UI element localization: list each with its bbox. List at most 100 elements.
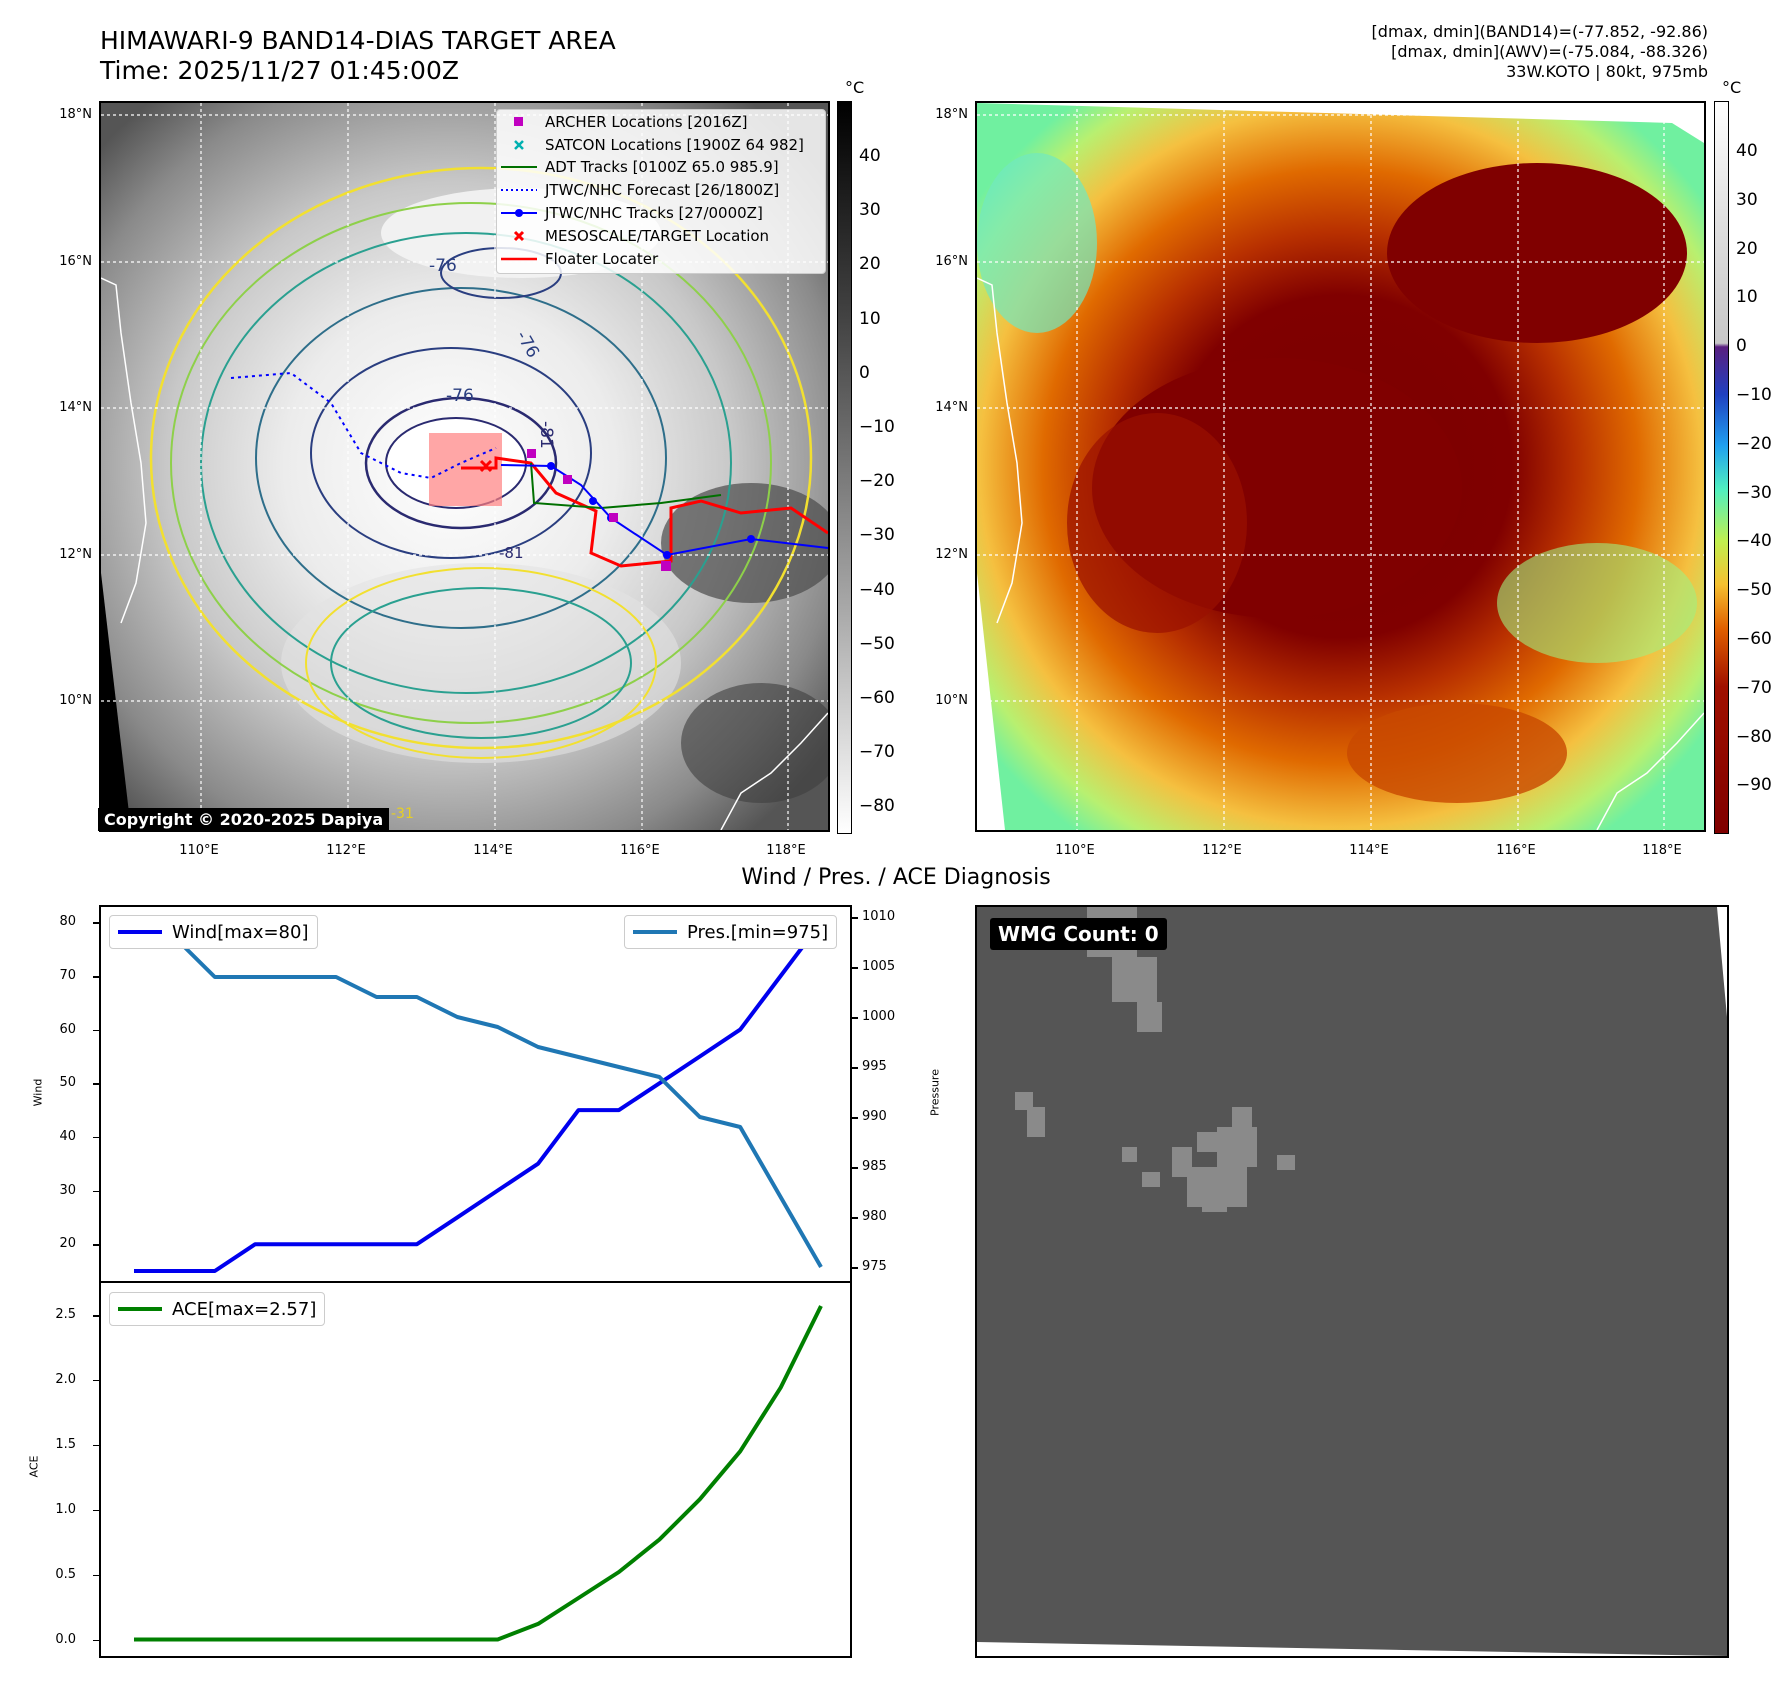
wind-tick-mark (93, 1244, 100, 1246)
wind-tick-mark (93, 1136, 100, 1139)
wind-tick-label: 60 (59, 1021, 76, 1037)
wind-tick-mark (93, 1190, 100, 1193)
pressure-tick-label: 975 (862, 1259, 887, 1274)
wind-tick-mark (93, 1029, 100, 1032)
lat-tick-label: 14°N (59, 400, 92, 415)
legend-item-forecast: JTWC/NHC Forecast [26/1800Z] (501, 181, 780, 199)
lon-tick-label: 110°E (179, 843, 219, 858)
lon-tick-label: 118°E (766, 843, 806, 858)
ace-tick-label: 0.5 (55, 1566, 76, 1582)
pressure-tick-label: 1000 (862, 1009, 896, 1024)
ace-tick-label: 0.0 (55, 1631, 76, 1647)
info-line-awv: [dmax, dmin](AWV)=(-75.084, -88.326) (1391, 42, 1708, 61)
left-colorbar-tick: 10 (859, 308, 881, 329)
right-colorbar-tick: 40 (1736, 141, 1758, 161)
legend-item-target: MESOSCALE/TARGET Location (497, 225, 769, 247)
pressure-tick-mark (851, 917, 858, 919)
wind-tick-label: 20 (59, 1236, 76, 1252)
contour-label: -81 (536, 421, 556, 449)
wind-tick-mark (93, 1083, 100, 1085)
right-colorbar-tick: −20 (1736, 433, 1772, 454)
enhanced-ir-map-panel (975, 101, 1706, 832)
contour-label: -81 (499, 544, 524, 562)
ace-tick-mark (93, 1639, 100, 1641)
pressure-tick-mark (851, 1267, 858, 1269)
right-colorbar-tick: 30 (1736, 189, 1758, 210)
pressure-tick-label: 990 (862, 1109, 887, 1124)
wind-pressure-chart (133, 921, 823, 1273)
ace-tick-label: 1.0 (55, 1501, 76, 1517)
ir-map: -76 -76 -76 -81 -81 -31 (101, 103, 828, 830)
ace-tick-label: 2.5 (55, 1307, 76, 1323)
left-colorbar-tick: −60 (859, 688, 895, 708)
ace-tick-mark (93, 1509, 100, 1512)
lon-tick-label: 116°E (620, 843, 660, 858)
ace-tick-label: 1.5 (55, 1436, 76, 1452)
wind-tick-label: 80 (59, 914, 76, 930)
ace-axis-label: ACE (27, 1455, 41, 1478)
legend-item-jtwc-track: JTWC/NHC Tracks [27/0000Z] (497, 202, 763, 224)
right-colorbar-tick: −90 (1736, 775, 1772, 796)
wmg-count-badge: WMG Count: 0 (990, 918, 1167, 950)
legend-item-satcon: SATCON Locations [1900Z 64 982] (497, 134, 804, 156)
pressure-tick-mark (851, 1167, 858, 1169)
left-colorbar-tick: −80 (859, 796, 895, 817)
lon-tick-label: 114°E (473, 843, 513, 858)
wind-pressure-panel (99, 905, 852, 1283)
pressure-series-line (134, 935, 823, 1268)
pressure-tick-label: 1005 (862, 959, 896, 974)
pressure-tick-mark (851, 1117, 858, 1119)
lat-tick-label: 16°N (59, 254, 92, 269)
left-colorbar-tick: 0 (859, 362, 870, 383)
wind-legend: Wind[max=80] (109, 915, 318, 949)
left-colorbar-unit: °C (845, 78, 865, 97)
right-colorbar-unit: °C (1722, 78, 1742, 97)
diagnosis-title: Wind / Pres. / ACE Diagnosis (741, 865, 1051, 890)
pressure-tick-mark (851, 1067, 858, 1069)
right-colorbar-tick: −80 (1736, 726, 1772, 747)
pressure-legend: Pres.[min=975] (624, 915, 838, 949)
pressure-tick-mark (851, 1217, 858, 1219)
left-colorbar-tick: 20 (859, 254, 881, 275)
pressure-tick-mark (851, 967, 858, 969)
ir-map-panel: -76 -76 -76 -81 -81 -31 (99, 101, 830, 832)
left-colorbar-tick: 30 (859, 200, 881, 221)
pressure-tick-label: 1010 (862, 909, 896, 924)
main-title: HIMAWARI-9 BAND14-DIAS TARGET AREA (100, 26, 616, 55)
legend-item-floater: Floater Locater (501, 250, 659, 268)
wmg-map (977, 907, 1727, 1656)
map-legend: ARCHER Locations [2016Z] SATCON Location… (496, 109, 826, 274)
lat-tick-label: 18°N (935, 107, 968, 122)
ace-legend: ACE[max=2.57] (109, 1292, 326, 1326)
ace-tick-label: 2.0 (55, 1371, 76, 1387)
lat-tick-label: 16°N (935, 254, 968, 269)
lon-tick-label: 116°E (1496, 843, 1536, 858)
right-colorbar-tick: −10 (1736, 385, 1772, 405)
lon-tick-label: 110°E (1055, 843, 1095, 858)
lon-tick-label: 112°E (326, 843, 366, 858)
left-colorbar-tick: −30 (859, 525, 895, 546)
left-colorbar-tick: −20 (859, 471, 895, 492)
lat-tick-label: 12°N (935, 547, 968, 562)
wind-axis-label: Wind (31, 1078, 45, 1107)
right-colorbar-tick: 20 (1736, 238, 1758, 259)
right-colorbar (1714, 101, 1729, 834)
pressure-tick-label: 980 (862, 1209, 887, 1224)
right-colorbar-tick: 10 (1736, 287, 1758, 308)
ace-chart (133, 1305, 823, 1642)
pressure-tick-mark (851, 1017, 858, 1019)
lat-tick-label: 14°N (935, 400, 968, 415)
enhanced-ir-map (977, 103, 1704, 830)
right-colorbar-tick: −30 (1736, 482, 1772, 503)
lat-tick-label: 10°N (59, 693, 92, 708)
lat-tick-label: 10°N (935, 693, 968, 708)
lat-tick-label: 12°N (59, 547, 92, 562)
ace-tick-mark (93, 1574, 100, 1577)
ace-series-line (134, 1305, 823, 1642)
ace-tick-mark (93, 1444, 100, 1447)
left-colorbar-tick: 40 (859, 146, 881, 166)
wind-tick-label: 70 (59, 968, 76, 983)
left-colorbar-tick: −50 (859, 633, 895, 654)
pressure-axis-label: Pressure (928, 1069, 942, 1116)
left-colorbar-tick: −70 (859, 742, 895, 763)
